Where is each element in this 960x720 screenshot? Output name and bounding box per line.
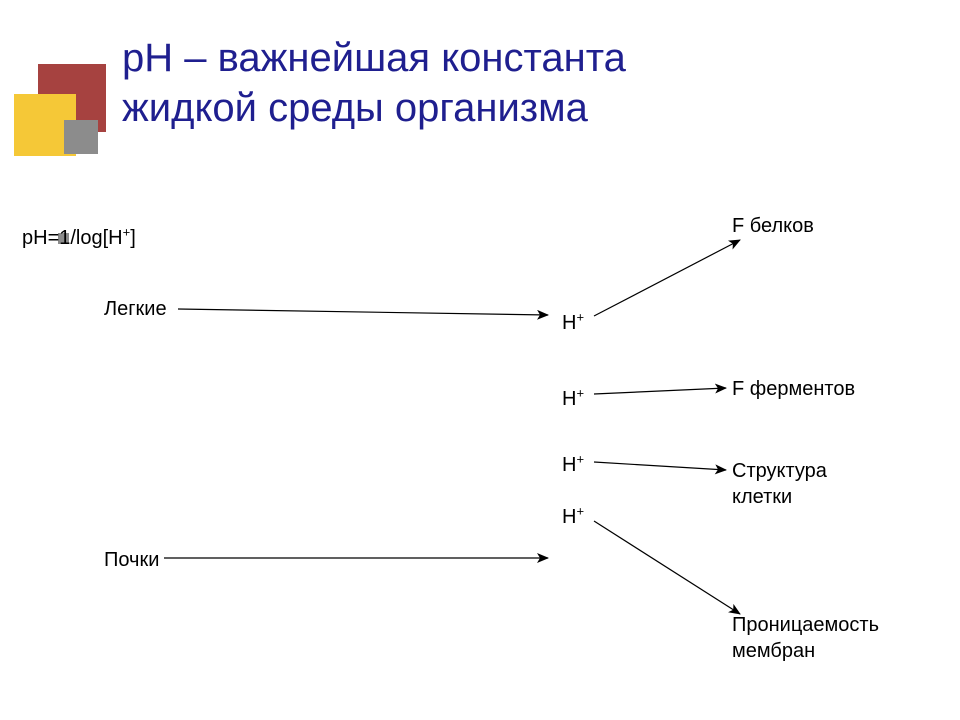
slide-canvas: рН – важнейшая константа жидкой среды ор…: [0, 0, 960, 720]
perm-label-1: Проницаемость: [732, 614, 879, 637]
h-plus-1: Н+: [562, 312, 584, 335]
h-plus-4: Н+: [562, 506, 584, 529]
cell-label-1: Структура: [732, 460, 827, 483]
proteins-label: F белков: [732, 215, 814, 238]
arrow-line: [594, 388, 726, 394]
decor-gray: [64, 120, 98, 154]
perm-label-2: мембран: [732, 640, 815, 663]
formula-label: рН=1/log[Н+]: [22, 227, 136, 250]
kidneys-label: Почки: [104, 549, 159, 572]
title-line2: жидкой среды организма: [122, 86, 588, 131]
arrow-line: [178, 309, 548, 315]
h-plus-3: Н+: [562, 454, 584, 477]
h-plus-2: Н+: [562, 388, 584, 411]
arrow-group: [164, 240, 740, 614]
lungs-label: Легкие: [104, 298, 167, 321]
arrow-line: [594, 521, 740, 614]
arrow-line: [594, 462, 726, 470]
title-line1: рН – важнейшая константа: [122, 36, 626, 81]
cell-label-2: клетки: [732, 486, 792, 509]
enzymes-label: F ферментов: [732, 378, 855, 401]
arrow-line: [594, 240, 740, 316]
